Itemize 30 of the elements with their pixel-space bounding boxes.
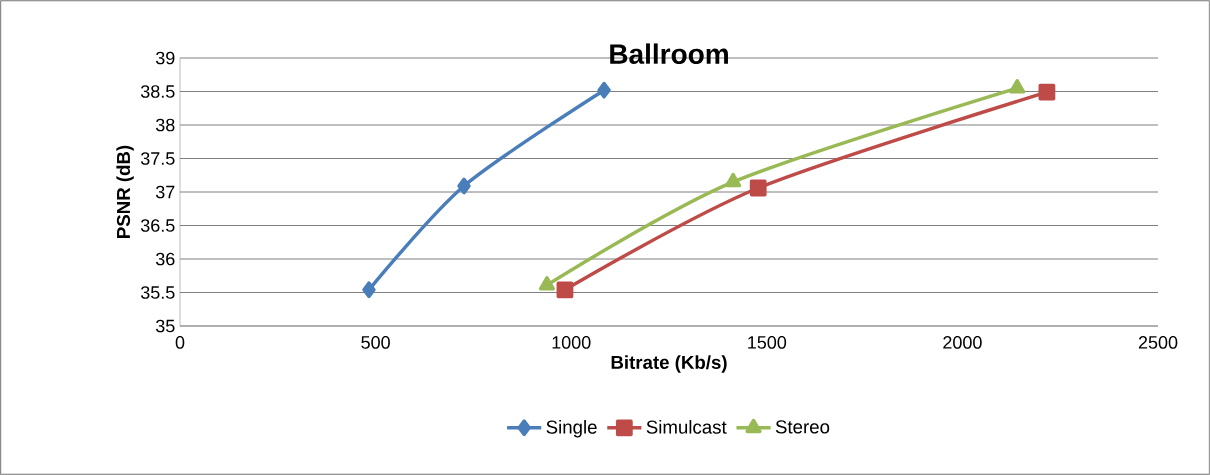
y-tick-label: 36 xyxy=(155,252,175,266)
legend-label: Single xyxy=(546,420,597,438)
point xyxy=(1009,79,1026,94)
y-tick-label: 37.5 xyxy=(140,152,175,165)
x-tick-label: 2000 xyxy=(943,336,982,349)
legend-label: Stereo xyxy=(775,420,830,434)
legend-label: Simulcast xyxy=(646,420,727,434)
x-axis-title: Bitrate (Kb/s) xyxy=(611,355,727,373)
y-tick-label: 35 xyxy=(155,319,175,333)
point xyxy=(749,179,767,197)
x-tick-label: 0 xyxy=(175,336,185,349)
point xyxy=(538,276,556,291)
x-tick-label: 1000 xyxy=(552,336,591,349)
chart-title: Ballroom xyxy=(610,43,728,64)
y-tick-label: 36.5 xyxy=(140,219,175,232)
y-tick-label: 37 xyxy=(155,185,175,199)
point xyxy=(457,177,471,195)
point xyxy=(1038,83,1056,101)
x-tick-label: 500 xyxy=(361,336,390,349)
y-tick-label: 39 xyxy=(155,51,175,65)
x-tick-label: 2500 xyxy=(1138,336,1178,349)
point xyxy=(556,281,574,299)
x-tick-label: 1500 xyxy=(748,336,787,349)
point xyxy=(725,172,742,188)
y-axis-title: PSNR (dB) xyxy=(116,145,134,238)
y-tick-label: 38.5 xyxy=(140,85,175,98)
point xyxy=(362,281,376,299)
y-tick-label: 35.5 xyxy=(140,286,175,299)
y-tick-label: 38 xyxy=(155,118,175,132)
point xyxy=(597,81,611,99)
